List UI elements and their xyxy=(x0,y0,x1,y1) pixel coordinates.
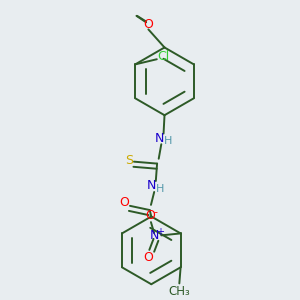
Text: O: O xyxy=(143,18,153,31)
Text: O: O xyxy=(119,196,129,209)
Text: H: H xyxy=(156,184,164,194)
Text: S: S xyxy=(125,154,134,167)
Text: CH₃: CH₃ xyxy=(168,285,190,298)
Text: N: N xyxy=(147,179,156,192)
Text: O: O xyxy=(143,251,153,264)
Text: H: H xyxy=(164,136,172,146)
Text: O: O xyxy=(146,209,155,222)
Text: +: + xyxy=(156,227,164,237)
Text: -: - xyxy=(154,208,158,218)
Text: N: N xyxy=(150,229,159,242)
Text: N: N xyxy=(154,132,164,145)
Text: Cl: Cl xyxy=(158,50,170,64)
